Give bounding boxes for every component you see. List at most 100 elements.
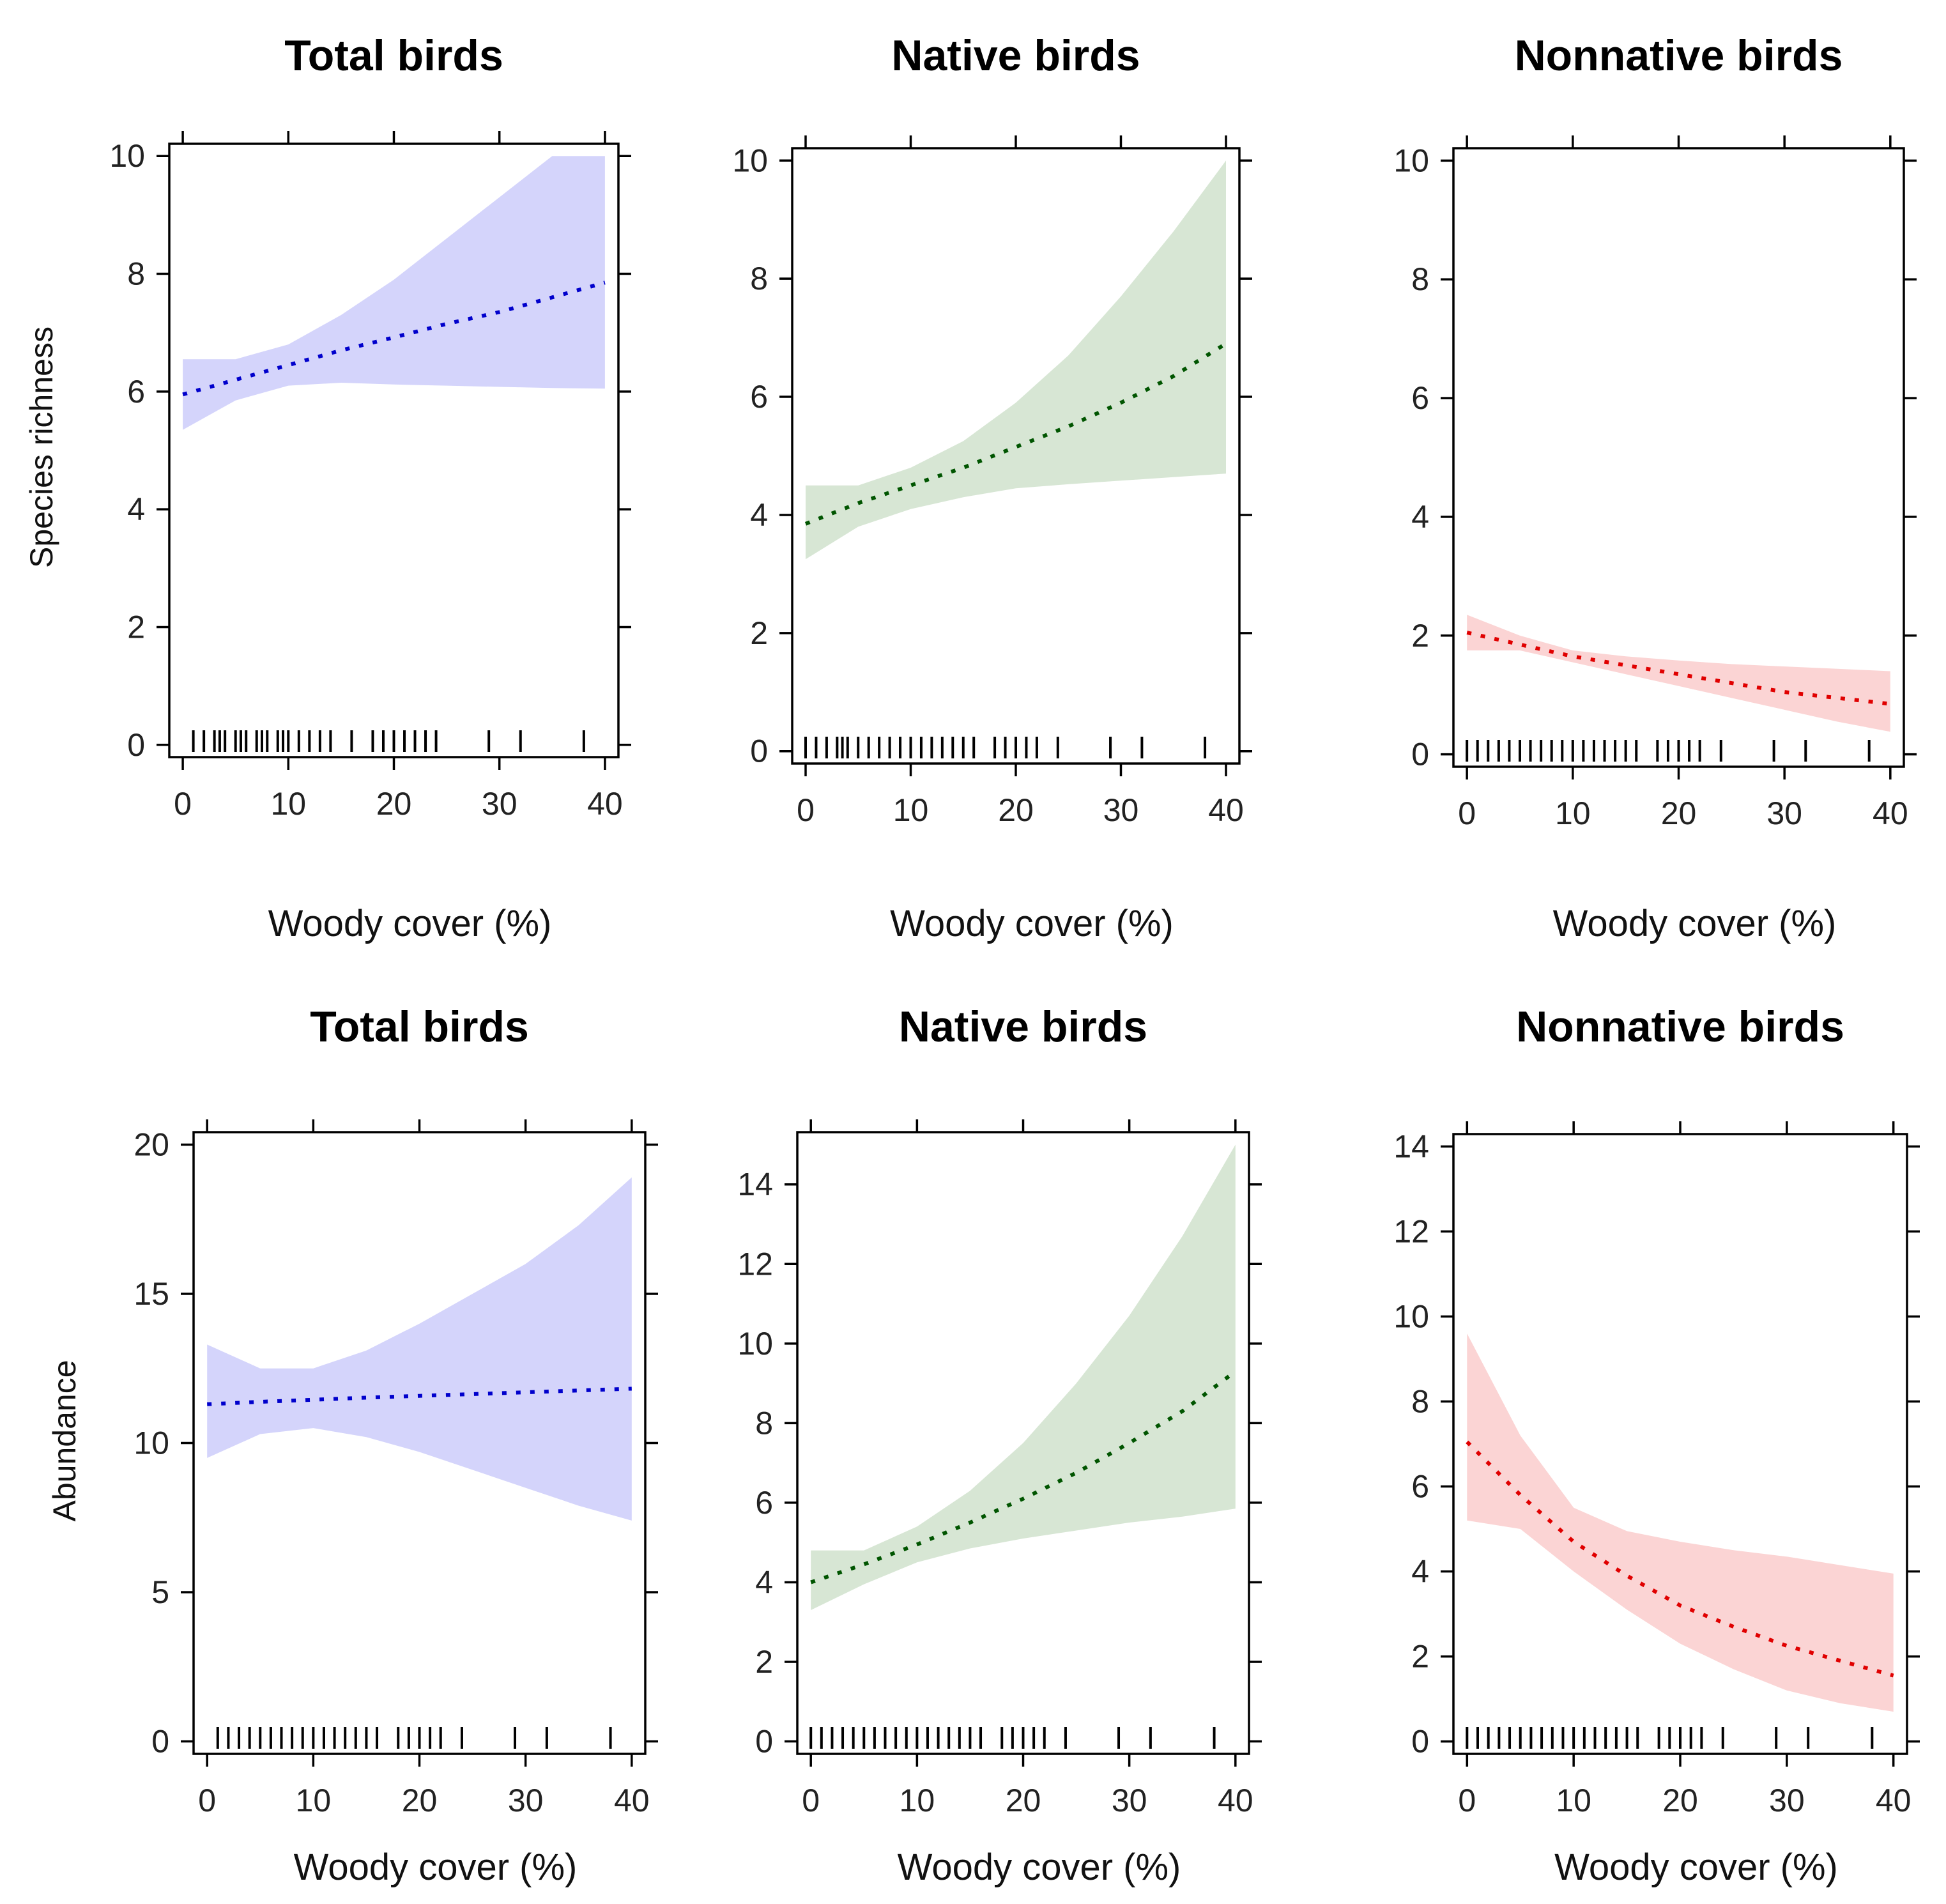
x-axis: 0 10 20 30 40 (802, 1119, 1253, 1818)
fit-line (207, 1386, 632, 1406)
confidence-band (811, 1144, 1236, 1610)
y-tick-label: 2 (755, 1644, 773, 1680)
x-tick-label: 20 (402, 1783, 438, 1818)
y-tick-label: 2 (127, 609, 145, 645)
confidence-band (806, 160, 1226, 560)
x-tick-label: 0 (1458, 795, 1476, 831)
y-axis: 0 2 4 6 8 10 12 14 (1393, 1128, 1920, 1760)
y-tick-label: 6 (1411, 380, 1429, 416)
y-tick-label: 12 (737, 1246, 773, 1282)
y-tick-label: 0 (1411, 737, 1429, 772)
x-axis-label: Woody cover (%) (1553, 903, 1837, 944)
y-tick-label: 0 (755, 1724, 773, 1760)
panel-2: Native birds 0 10 20 30 40 0 2 4 6 8 10 Woody cover … (732, 31, 1252, 944)
y-tick-label: 4 (1411, 499, 1429, 535)
panel-6: Nonnative birds 0 10 20 30 40 0 2 4 6 8 10 12 14 Woody… (1393, 1002, 1920, 1888)
y-tick-label: 10 (1393, 1298, 1429, 1334)
x-tick-label: 40 (614, 1783, 650, 1818)
y-tick-label: 8 (755, 1405, 773, 1441)
confidence-band (1467, 615, 1890, 732)
y-tick-label: 15 (134, 1276, 169, 1312)
y-tick-label: 10 (732, 142, 768, 178)
panel-title: Nonnative birds (1516, 1002, 1844, 1051)
panel-5: Native birds 0 10 20 30 40 0 2 4 6 8 10 12 14 Woody co… (737, 1002, 1262, 1888)
x-tick-label: 40 (1218, 1783, 1253, 1818)
y-tick-label: 2 (1411, 618, 1429, 654)
y-tick-label: 8 (1411, 1383, 1429, 1419)
x-tick-label: 20 (376, 786, 412, 822)
x-tick-label: 20 (998, 792, 1034, 828)
y-tick-label: 20 (134, 1126, 169, 1162)
y-tick-label: 4 (755, 1564, 773, 1600)
x-tick-label: 10 (270, 786, 306, 822)
y-tick-label: 8 (1411, 261, 1429, 297)
x-tick-label: 30 (482, 786, 517, 822)
x-tick-label: 0 (198, 1783, 216, 1818)
y-axis: 0 2 4 6 8 10 (109, 138, 631, 763)
y-tick-label: 4 (127, 491, 145, 527)
y-tick-label: 0 (750, 733, 768, 769)
x-tick-label: 0 (802, 1783, 820, 1818)
confidence-band (1467, 1333, 1894, 1712)
y-tick-label: 10 (134, 1425, 169, 1461)
y-tick-label: 0 (1411, 1724, 1429, 1760)
x-axis: 0 10 20 30 40 (198, 1119, 650, 1818)
y-tick-label: 14 (737, 1167, 773, 1202)
y-tick-label: 10 (737, 1326, 773, 1362)
panel-title: Total birds (310, 1002, 529, 1051)
x-tick-label: 0 (1458, 1783, 1476, 1818)
rug (1466, 740, 1871, 762)
x-axis: 0 10 20 30 40 (1458, 1121, 1912, 1818)
y-tick-label: 10 (1393, 142, 1429, 178)
y-axis: 0 2 4 6 8 10 (732, 142, 1252, 769)
rug (192, 730, 585, 752)
y-tick-label: 2 (750, 615, 768, 651)
x-tick-label: 20 (1662, 1783, 1698, 1818)
x-axis-label: Woody cover (%) (898, 1846, 1181, 1888)
x-tick-label: 10 (900, 1783, 935, 1818)
x-axis-label: Woody cover (%) (294, 1846, 578, 1888)
y-tick-label: 6 (750, 379, 768, 415)
x-tick-label: 20 (1661, 795, 1697, 831)
rug (1466, 1727, 1874, 1749)
x-tick-label: 30 (508, 1783, 544, 1818)
y-axis: 0 2 4 6 8 10 (1393, 142, 1917, 772)
x-tick-label: 40 (587, 786, 623, 822)
y-axis: 0 5 10 15 20 (134, 1126, 658, 1760)
rug (216, 1727, 612, 1749)
x-tick-label: 30 (1112, 1783, 1147, 1818)
x-axis-label: Woody cover (%) (1554, 1846, 1838, 1888)
fit-line (810, 1369, 1237, 1585)
y-tick-label: 2 (1411, 1639, 1429, 1675)
panel-title: Native birds (899, 1002, 1147, 1051)
row-1-ylabel: Species richness (24, 326, 59, 568)
x-tick-label: 10 (296, 1783, 332, 1818)
fit-line (1466, 631, 1891, 706)
y-tick-label: 8 (127, 256, 145, 292)
fit-line (182, 280, 606, 397)
y-tick-label: 4 (750, 497, 768, 533)
x-axis-label: Woody cover (%) (890, 903, 1174, 944)
x-tick-label: 10 (1555, 795, 1591, 831)
confidence-band (207, 1177, 632, 1521)
x-tick-label: 0 (797, 792, 815, 828)
x-tick-label: 30 (1769, 1783, 1805, 1818)
x-tick-label: 20 (1006, 1783, 1041, 1818)
y-tick-label: 0 (151, 1724, 169, 1760)
y-tick-label: 0 (127, 727, 145, 763)
y-tick-label: 5 (151, 1574, 169, 1610)
confidence-band (183, 156, 605, 430)
x-tick-label: 40 (1873, 795, 1908, 831)
x-tick-label: 10 (1556, 1783, 1591, 1818)
panel-title: Total birds (284, 31, 503, 80)
x-axis: 0 10 20 30 40 (174, 131, 623, 822)
y-axis: 0 2 4 6 8 10 12 14 (737, 1167, 1262, 1760)
y-tick-label: 6 (1411, 1469, 1429, 1505)
rug (804, 737, 1207, 758)
x-axis-label: Woody cover (%) (268, 903, 552, 944)
x-tick-label: 40 (1208, 792, 1244, 828)
y-tick-label: 10 (109, 138, 145, 174)
x-tick-label: 30 (1766, 795, 1802, 831)
y-tick-label: 4 (1411, 1554, 1429, 1590)
